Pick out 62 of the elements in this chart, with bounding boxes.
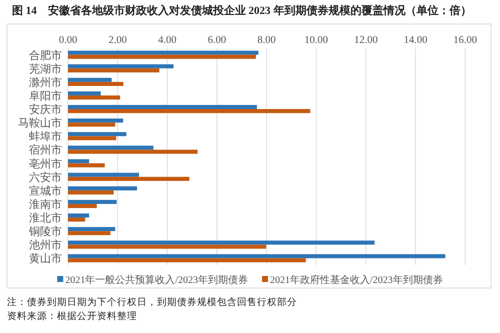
bar: [68, 240, 375, 245]
bar: [68, 104, 257, 110]
y-tick-label: 宿州市: [29, 144, 62, 157]
y-tick-label: 六安市: [29, 170, 62, 184]
bar: [68, 91, 101, 96]
y-tick-label: 黄山市: [29, 252, 62, 266]
legend-label: 2021年一般公共预算收入/2023年到期债券: [65, 274, 248, 286]
bar: [68, 176, 190, 181]
bar: [68, 82, 124, 86]
y-tick-label: 芜湖市: [29, 62, 62, 76]
bar: [68, 132, 126, 136]
y-tick-label: 淮北市: [29, 212, 62, 225]
y-tick-label: 池州市: [29, 238, 62, 252]
y-tick-label: 淮南市: [29, 198, 62, 211]
bar: [68, 186, 138, 190]
text: 资料来源：根据公开资料整理: [7, 310, 137, 322]
y-tick-label: 合肥市: [29, 48, 62, 62]
bar: [68, 200, 117, 204]
y-tick-label: 宣城市: [29, 184, 62, 198]
bar: [68, 159, 90, 164]
bar: [68, 78, 112, 82]
y-tick-label: 马鞍山市: [18, 116, 62, 130]
bar: [68, 244, 266, 249]
bar: [68, 136, 116, 140]
bar: [68, 122, 116, 127]
x-tick-label: 2.00: [108, 35, 127, 46]
y-tick-label: 蚌埠市: [29, 130, 62, 144]
y-tick-label: 亳州市: [29, 157, 62, 170]
x-tick-label: 6.00: [208, 35, 226, 46]
x-tick-label: 4.00: [158, 35, 176, 46]
x-tick-label: 14.00: [404, 35, 428, 46]
y-tick-label: 阜阳市: [29, 89, 62, 102]
bar: [68, 163, 105, 168]
bar: [68, 227, 116, 232]
bar: [68, 109, 310, 114]
bar: [68, 118, 124, 123]
bar: [68, 95, 120, 100]
bar: [68, 190, 114, 194]
bar: [68, 54, 256, 59]
x-tick-label: 8.00: [257, 35, 276, 46]
chart-title: 图 14 安徽省各地级市财政收入对发债城投企业 2023 年到期债券规模的覆盖情况（单位：倍）: [12, 4, 472, 17]
bar: [68, 172, 139, 177]
bar: [68, 254, 446, 258]
x-tick-label: 10.00: [304, 35, 328, 46]
bar: [68, 150, 198, 154]
y-tick-label: 滁州市: [29, 76, 62, 89]
y-tick-label: 铜陵市: [28, 225, 62, 238]
x-tick-label: 12.00: [354, 35, 378, 46]
bar: [68, 218, 86, 222]
bar: [68, 258, 306, 262]
x-tick-label: 16.00: [453, 35, 477, 46]
bar: [68, 146, 154, 150]
text: 注：债券到期日期为下个行权日，到期债券规模包含回售行权部分: [7, 296, 297, 308]
x-tick-label: 0.00: [58, 35, 78, 46]
y-tick-label: 安庆市: [29, 103, 62, 116]
bar: [68, 64, 174, 68]
bar: [68, 204, 97, 208]
bar: [68, 213, 90, 218]
bar: [68, 68, 160, 72]
legend-label: 2021年政府性基金收入/2023年到期债券: [270, 274, 443, 286]
bar: [68, 231, 110, 236]
bar: [68, 50, 258, 55]
